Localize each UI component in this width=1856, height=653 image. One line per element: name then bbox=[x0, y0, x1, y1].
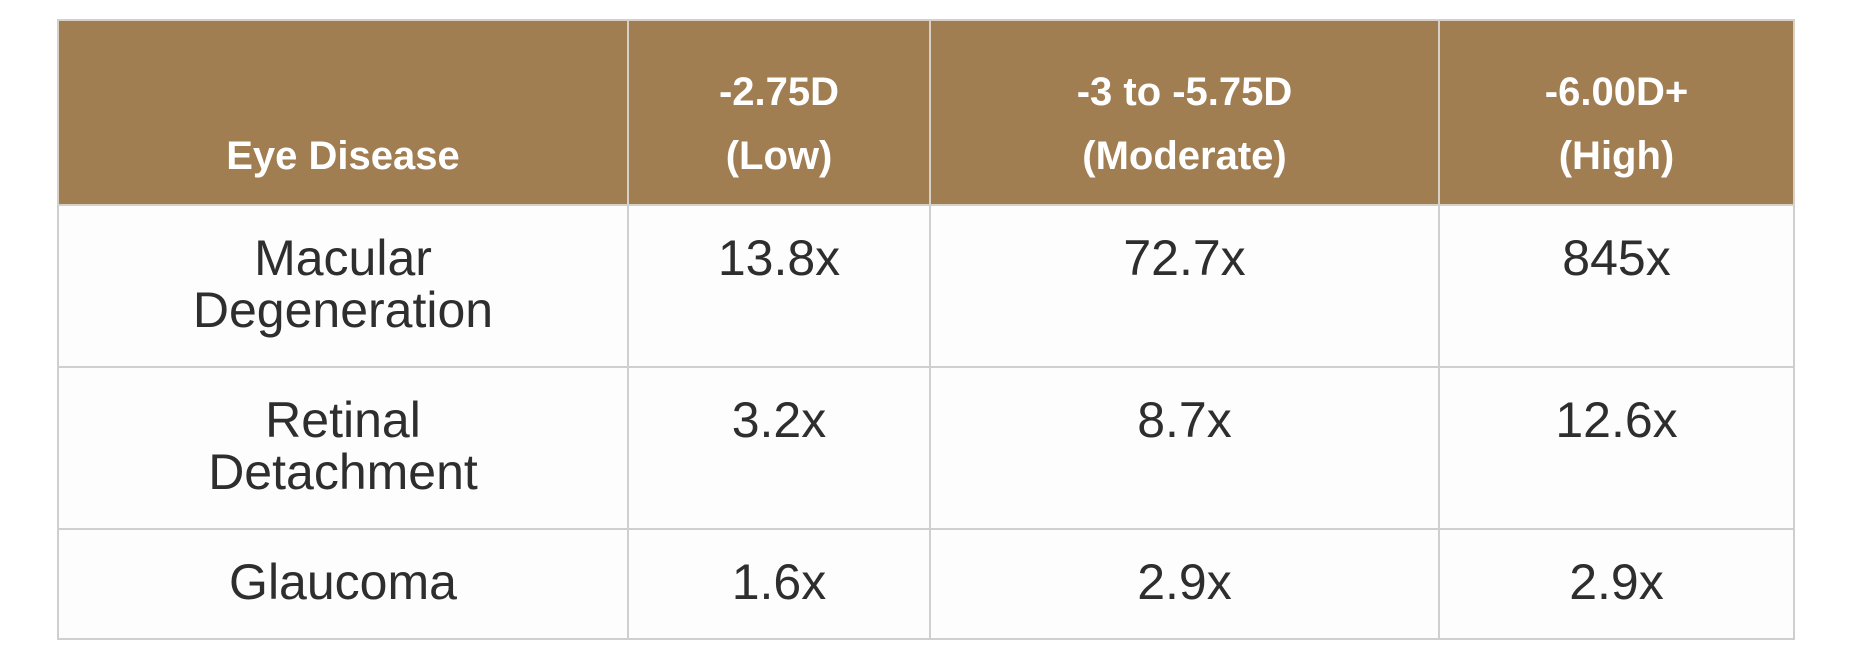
cell-text: 12.6x bbox=[1555, 392, 1678, 448]
cell-text-line: (Low) bbox=[725, 134, 833, 178]
table-row: Retinal Detachment 3.2x 8.7x 12.6x bbox=[57, 366, 1795, 530]
cell-text-line: Macular bbox=[254, 230, 432, 286]
cell-text-line: -3 to -5.75D bbox=[1076, 70, 1293, 114]
comparison-table: Eye Disease -2.75D (Low) -3 to -5.75D (Moder… bbox=[57, 19, 1795, 640]
value-cell: 845x bbox=[1438, 204, 1795, 368]
cell-text-line: Eye Disease bbox=[226, 134, 460, 178]
cell-text-line: Glaucoma bbox=[229, 554, 457, 610]
cell-text-line: Degeneration bbox=[192, 282, 494, 338]
value-cell: 13.8x bbox=[627, 204, 931, 368]
table-body: Macular Degeneration 13.8x 72.7x 845x Retinal… bbox=[57, 204, 1795, 640]
header-cell: -6.00D+ (High) bbox=[1438, 19, 1795, 206]
cell-text: 13.8x bbox=[717, 230, 841, 286]
cell-text: 1.6x bbox=[731, 554, 827, 610]
cell-text-line: (High) bbox=[1558, 134, 1675, 178]
cell-text: 845x bbox=[1562, 230, 1671, 286]
header-cell: -2.75D (Low) bbox=[627, 19, 931, 206]
cell-text: 3.2x bbox=[731, 392, 827, 448]
row-label-cell: Retinal Detachment bbox=[57, 366, 629, 530]
table-header: Eye Disease -2.75D (Low) -3 to -5.75D (Moder… bbox=[57, 19, 1795, 206]
cell-text-line: -6.00D+ bbox=[1544, 70, 1689, 114]
value-cell: 72.7x bbox=[929, 204, 1440, 368]
cell-text: 8.7x bbox=[1137, 392, 1232, 448]
header-row: Eye Disease -2.75D (Low) -3 to -5.75D (Moder… bbox=[57, 19, 1795, 206]
cell-text: 72.7x bbox=[1123, 230, 1246, 286]
table-row: Macular Degeneration 13.8x 72.7x 845x bbox=[57, 204, 1795, 368]
table-row: Glaucoma 1.6x 2.9x 2.9x bbox=[57, 528, 1795, 640]
cell-text-line: -2.75D bbox=[718, 70, 840, 114]
cell-text: 2.9x bbox=[1137, 554, 1232, 610]
cell-text-line: Retinal bbox=[265, 392, 421, 448]
header-cell: -3 to -5.75D (Moderate) bbox=[929, 19, 1440, 206]
value-cell: 3.2x bbox=[627, 366, 931, 530]
header-cell: Eye Disease bbox=[57, 19, 629, 206]
row-label-cell: Glaucoma bbox=[57, 528, 629, 640]
value-cell: 8.7x bbox=[929, 366, 1440, 530]
value-cell: 2.9x bbox=[1438, 528, 1795, 640]
value-cell: 12.6x bbox=[1438, 366, 1795, 530]
value-cell: 1.6x bbox=[627, 528, 931, 640]
row-label-cell: Macular Degeneration bbox=[57, 204, 629, 368]
cell-text-line: Detachment bbox=[208, 444, 478, 500]
cell-text-line: (Moderate) bbox=[1082, 134, 1287, 178]
cell-text: 2.9x bbox=[1569, 554, 1664, 610]
value-cell: 2.9x bbox=[929, 528, 1440, 640]
